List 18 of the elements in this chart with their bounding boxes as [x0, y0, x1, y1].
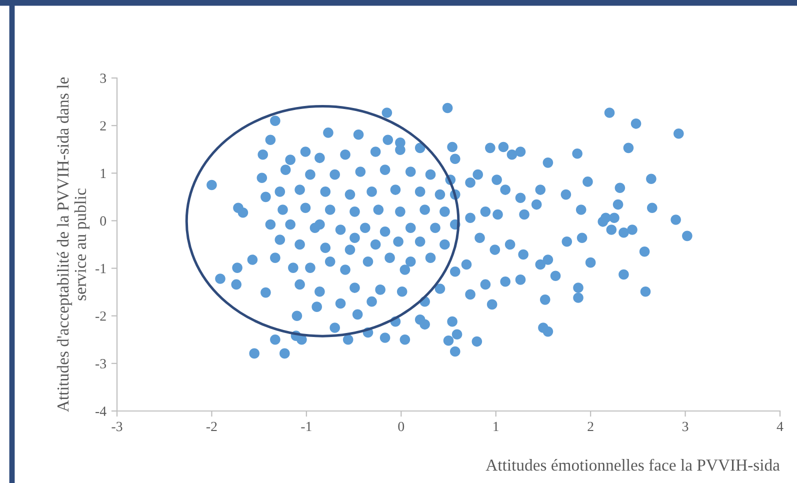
- y-tick-label: 0: [100, 216, 106, 226]
- x-axis-title: Attitudes émotionnelles face la PVVIH-sida: [486, 458, 780, 471]
- y-tick-label: -4: [96, 406, 106, 416]
- x-tick-label: 1: [494, 422, 498, 432]
- y-tick-label: -2: [96, 311, 106, 321]
- x-tick-label: -3: [112, 422, 122, 432]
- x-tick-label: 0: [398, 422, 404, 432]
- y-tick-label: 2: [100, 121, 106, 130]
- x-tick-label: -2: [206, 422, 217, 432]
- y-tick-label: 3: [100, 74, 106, 83]
- y-tick-label: -3: [96, 359, 106, 368]
- x-tick-label: -1: [301, 422, 312, 432]
- x-tick-label: 4: [776, 422, 784, 432]
- x-tick-label: 2: [588, 422, 594, 432]
- y-tick-label: 1: [100, 168, 106, 178]
- y-tick-label: -1: [96, 264, 106, 274]
- y-axis-title: Attitudes d'acceptabilité de la PVVIH-sida dans le service au public: [56, 77, 90, 412]
- x-tick-label: 3: [682, 422, 688, 432]
